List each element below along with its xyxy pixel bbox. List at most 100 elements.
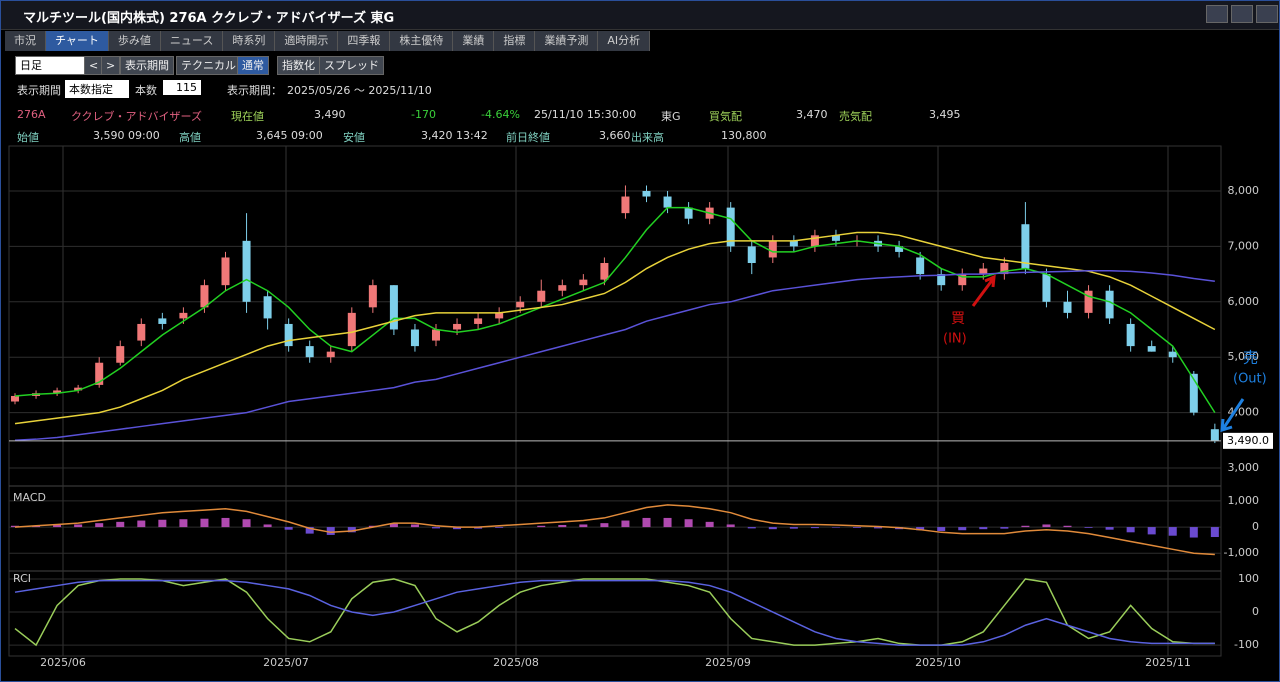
macd-bar [579,524,588,528]
macd-bar [1042,524,1051,528]
tab[interactable]: AI分析 [598,31,651,51]
macd-bar [347,527,356,533]
candle-body [1189,373,1198,413]
quote-field: 25/11/10 15:30:00 [534,108,637,121]
buy-annotation: 買 [951,311,965,327]
quote-field: 安値 [343,131,365,144]
candle-body [1084,290,1093,313]
tab[interactable]: 業績 [453,31,495,51]
quote-field: 出来高 [631,131,664,144]
macd-bar [747,527,756,529]
candle-body [347,312,356,347]
panel-title: MACD [13,491,46,504]
tab[interactable]: 指標 [494,31,536,51]
candle-body [621,196,630,214]
sell-annotation-sub: (Out) [1233,372,1267,387]
period-select[interactable]: 日足 [15,56,87,75]
macd-bar [474,527,483,529]
tab[interactable]: ニュース [161,31,224,51]
candle-body [410,329,419,347]
macd-bar [853,527,861,528]
quote-field: 高値 [179,131,201,144]
close-button[interactable] [1256,5,1278,23]
window-title: マルチツール(国内株式) 276A ククレブ・アドバイザーズ 東G [23,11,395,26]
macd-bar [200,518,209,528]
candle-body [263,296,272,319]
y-tick-label: -100 [1234,638,1259,651]
moving-average [14,231,1216,425]
tab[interactable]: 株主優待 [390,31,454,51]
quote-field: 3,420 13:42 [421,129,488,142]
macd-bar [432,527,440,529]
toolbar-button[interactable]: テクニカル [176,56,241,75]
macd-bar [453,527,462,530]
tab[interactable]: 時系列 [223,31,276,51]
tab[interactable]: 市況 [5,31,46,51]
next-button[interactable]: > [101,56,121,75]
x-tick-label: 2025/10 [915,656,961,669]
macd-bar [979,527,988,530]
tab[interactable]: 四季報 [338,31,391,51]
macd-bar [1126,527,1135,533]
range-mode[interactable]: 本数指定 [65,80,129,98]
x-tick-label: 2025/07 [263,656,309,669]
candle-body [474,318,483,324]
candle-body [432,329,440,341]
macd-bar [1147,527,1156,535]
tab[interactable]: チャート [46,31,109,51]
macd-bar [958,527,967,531]
candle-body [158,318,167,324]
count-input[interactable]: 115 [163,80,201,95]
minimize-button[interactable] [1206,5,1228,23]
y-tick-label: 7,000 [1228,239,1260,252]
macd-bar [1063,525,1072,528]
candle-body [537,290,546,302]
toolbar-button[interactable]: 通常 [237,56,269,75]
moving-average [14,270,1215,442]
y-tick-label: 5,000 [1228,350,1260,363]
tab[interactable]: 適時開示 [275,31,339,51]
candle-body [11,395,19,402]
macd-bar [410,524,419,528]
macd-bar [537,525,546,528]
candle-body [95,362,104,385]
macd-bar [116,521,125,528]
stock-name: ククレブ・アドバイザーズ [71,110,203,123]
title-bar: マルチツール(国内株式) 276A ククレブ・アドバイザーズ 東G [1,1,1279,30]
prev-button[interactable]: < [84,56,104,75]
toolbar-button[interactable]: 表示期間 [120,56,174,75]
quote-field: -4.64% [481,108,520,121]
candle-body [768,240,777,258]
macd-bar [789,527,798,529]
range-label: 表示期間 [17,84,61,97]
macd-bar [326,527,335,535]
candle-body [200,285,209,308]
macd-bar [874,527,883,529]
macd-bar [831,527,840,528]
sell-arrow [1220,398,1245,433]
candle-body [305,346,314,358]
candle-body [1105,290,1114,319]
candle-body [74,387,83,391]
macd-bar [74,524,83,528]
candle-body [1168,351,1177,358]
quote-field: -170 [411,108,436,121]
buy-arrow [971,274,996,307]
tab[interactable]: 業績予測 [535,31,599,51]
toolbar-button[interactable]: スプレッド [319,56,384,75]
maximize-button[interactable] [1231,5,1253,23]
macd-bar [600,523,609,528]
candle-body [642,190,651,197]
candle-body [1063,301,1072,313]
candle-body [53,390,62,394]
toolbar-button[interactable]: 指数化 [277,56,320,75]
macd-bar [242,519,251,528]
y-tick-label: 8,000 [1228,184,1260,197]
tab[interactable]: 歩み値 [109,31,161,51]
macd-bar [221,517,230,528]
macd-bar [1021,525,1030,528]
x-tick-label: 2025/09 [705,656,751,669]
macd-bar [642,517,651,528]
candle-body [453,323,462,330]
